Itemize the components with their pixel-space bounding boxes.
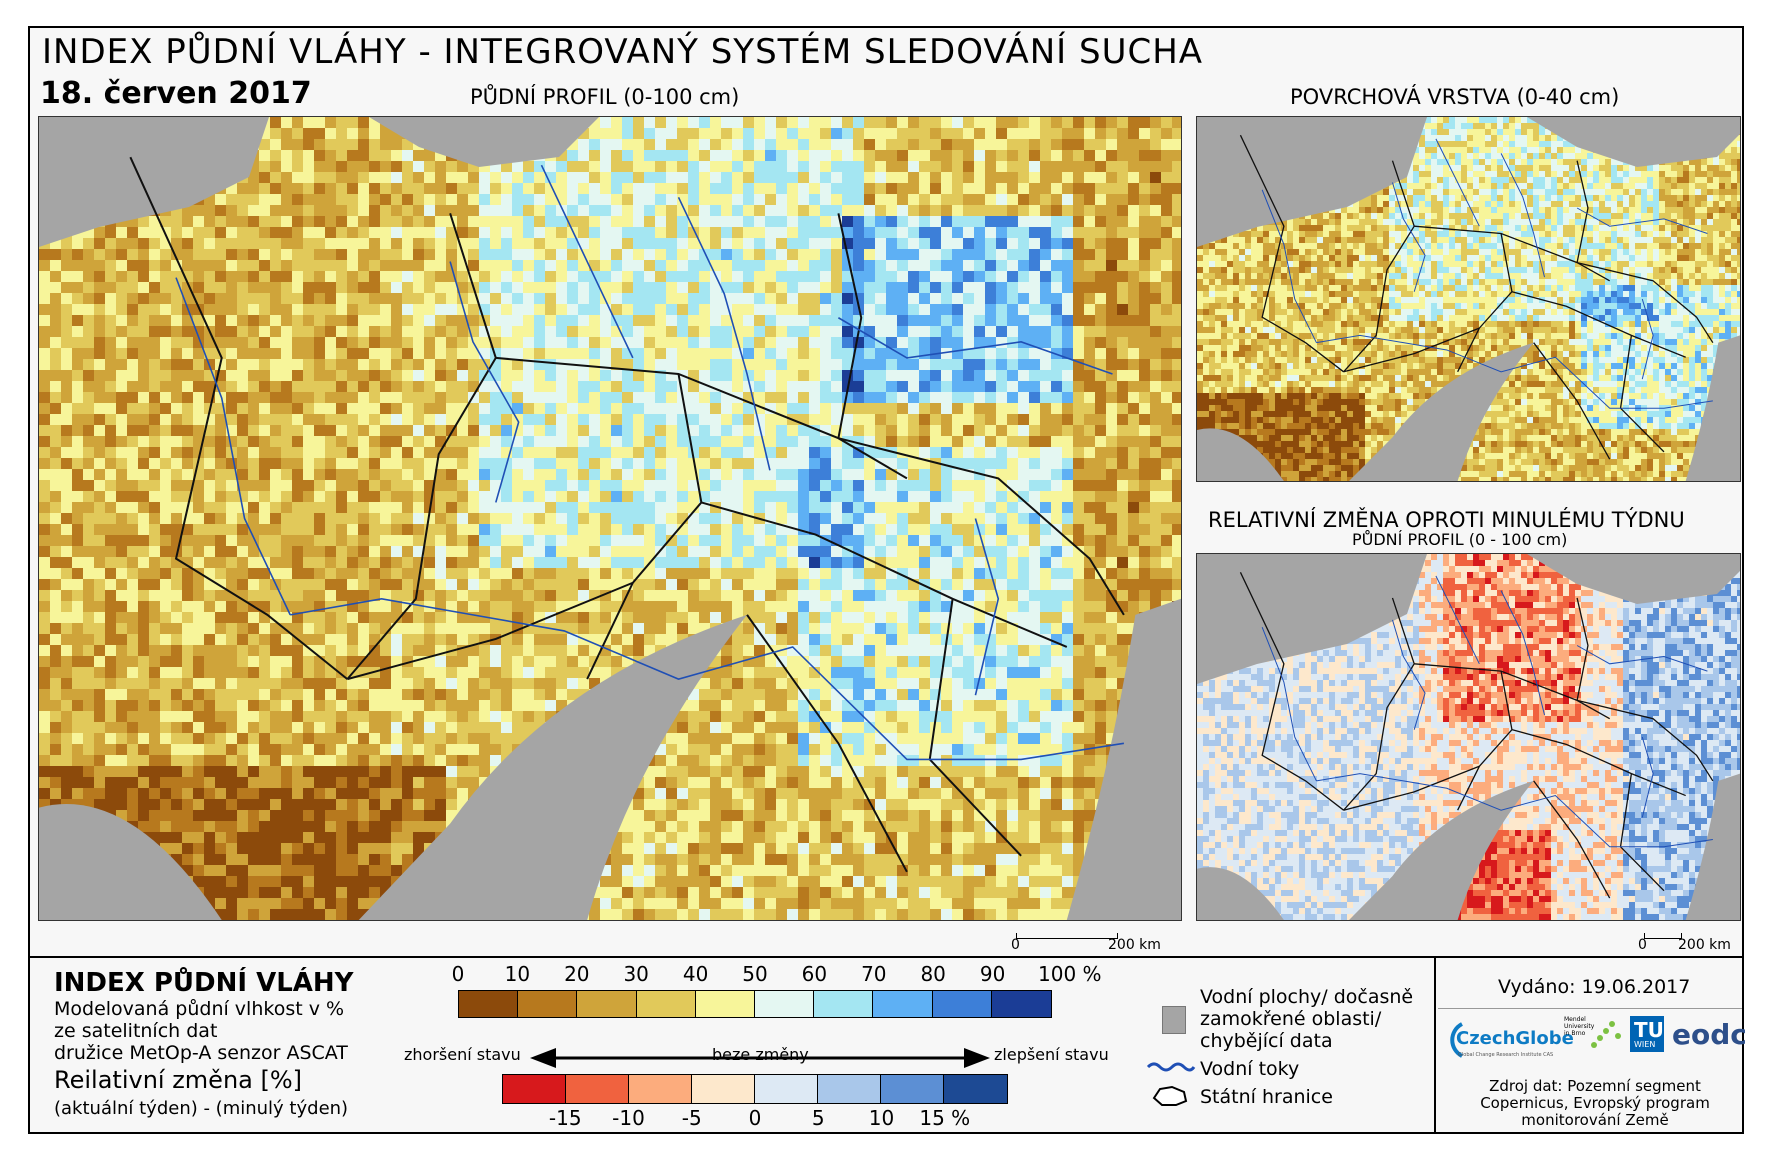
worse-label: zhoršení stavu [404, 1045, 521, 1064]
scale-tick-label: -15 [548, 1106, 582, 1130]
czechglobe-arc-icon [1450, 1022, 1464, 1058]
scale-tick-label: 0 [748, 1106, 762, 1130]
scale-tick-label: 50 [742, 962, 768, 986]
main-scalebar-line [1016, 933, 1118, 939]
legend-desc-1: Modelovaná půdní vlhkost v % [54, 998, 345, 1020]
scale-swatch [629, 1075, 692, 1103]
change-map-subtitle: PŮDNÍ PROFIL (0 - 100 cm) [1352, 530, 1568, 549]
main-scalebar-end: 200 km [1108, 937, 1161, 953]
date-label: 18. červen 2017 [40, 76, 312, 111]
scale-swatch [818, 1075, 881, 1103]
better-label: zlepšení stavu [994, 1045, 1109, 1064]
scale-swatch [881, 1075, 944, 1103]
data-source: Zdroj dat: Pozemní segment Copernicus, E… [1480, 1077, 1710, 1129]
border-outline-icon [1152, 1085, 1188, 1106]
scale-tick-label: 20 [564, 962, 590, 986]
scale-swatch [518, 991, 578, 1017]
moisture-color-scale [458, 990, 1052, 1018]
soil-moisture-map [38, 116, 1182, 921]
scale-tick-label: 15 % [919, 1106, 971, 1130]
mendel-dots-icon [1591, 1021, 1621, 1048]
legend-desc-2: ze satelitních dat [54, 1020, 218, 1042]
info-divider [1434, 956, 1436, 1134]
relative-change-title: Reilativní změna [%] [54, 1066, 303, 1094]
relative-change-subtitle: (aktuální týden) - (minulý týden) [54, 1098, 349, 1119]
water-area-swatch [1162, 1006, 1186, 1034]
scale-tick-label: 90 [979, 962, 1006, 986]
change-map-title: RELATIVNÍ ZMĚNA OPROTI MINULÉMU TÝDNU [1208, 508, 1685, 532]
legend-title: INDEX PŮDNÍ VLÁHY [54, 968, 354, 998]
scale-tick-label: 100 % [1038, 962, 1102, 986]
scale-swatch [944, 1075, 1007, 1103]
issued-date: Vydáno: 19.06.2017 [1498, 976, 1691, 998]
change-arrow-icon [530, 1048, 990, 1068]
change-scalebar-end: 200 km [1678, 937, 1731, 953]
scale-swatch [459, 991, 519, 1017]
water-area-label: Vodní plochy/ dočasně zamokřené oblasti/… [1200, 986, 1414, 1052]
legend-desc-3: družice MetOp-A senzor ASCAT [54, 1042, 348, 1064]
surface-map-title: POVRCHOVÁ VRSTVA (0-40 cm) [1290, 85, 1620, 109]
main-map-title: PŮDNÍ PROFIL (0-100 cm) [470, 85, 740, 109]
relative-change-map [1196, 553, 1741, 921]
scale-tick-label: -10 [612, 1106, 645, 1130]
map-raster [39, 117, 1181, 920]
scale-swatch [566, 1075, 629, 1103]
change-scalebar-zero: 0 [1638, 937, 1647, 953]
scale-swatch [692, 1075, 755, 1103]
main-scalebar-zero: 0 [1011, 937, 1020, 953]
scale-swatch [814, 991, 874, 1017]
scale-swatch [932, 991, 992, 1017]
river-line-icon [1146, 1062, 1196, 1072]
info-separator [1438, 1008, 1742, 1009]
legend-divider [28, 956, 1744, 958]
scale-tick-label: 10 [504, 962, 531, 986]
map-raster [1197, 554, 1740, 920]
scale-swatch [755, 991, 815, 1017]
tu-wien-logo: TU WIEN [1630, 1016, 1664, 1052]
scale-tick-label: 80 [920, 962, 946, 986]
scale-swatch [503, 1075, 566, 1103]
borders-label: Státní hranice [1200, 1086, 1333, 1108]
scale-tick-label: -5 [681, 1106, 702, 1130]
map-raster [1197, 117, 1740, 481]
scale-swatch [636, 991, 696, 1017]
scale-swatch [755, 1075, 818, 1103]
scale-tick-label: 70 [861, 962, 887, 986]
scale-swatch [873, 991, 933, 1017]
main-title: INDEX PŮDNÍ VLÁHY - INTEGROVANÝ SYSTÉM S… [42, 32, 1204, 72]
scale-tick-label: 0 [451, 962, 465, 986]
eodc-logo: eodc [1672, 1018, 1747, 1051]
scale-tick-label: 30 [623, 962, 649, 986]
scale-swatch [695, 991, 756, 1017]
change-scalebar-line [1644, 933, 1682, 939]
scale-swatch [577, 991, 637, 1017]
scale-tick-label: 40 [682, 962, 709, 986]
change-color-scale [502, 1074, 1008, 1104]
rivers-label: Vodní toky [1200, 1058, 1300, 1080]
scale-tick-label: 10 [868, 1106, 895, 1130]
scale-tick-label: 60 [801, 962, 828, 986]
scale-tick-label: 5 [811, 1106, 825, 1130]
surface-layer-map [1196, 116, 1741, 482]
scale-swatch [991, 991, 1052, 1017]
